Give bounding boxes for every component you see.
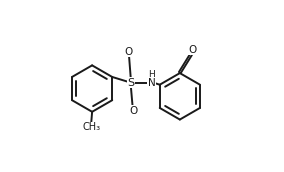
Text: O: O — [124, 47, 132, 57]
Text: O: O — [129, 106, 137, 116]
Text: S: S — [127, 78, 134, 88]
Text: N: N — [148, 78, 155, 88]
Text: H: H — [148, 70, 155, 79]
Text: CH₃: CH₃ — [82, 122, 100, 132]
Text: O: O — [189, 45, 197, 55]
